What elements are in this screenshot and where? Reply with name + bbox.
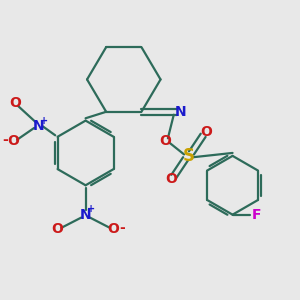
Text: O: O [52,222,64,236]
Text: +: + [87,204,95,214]
Text: O: O [8,134,20,148]
Text: O: O [9,96,21,110]
Text: O: O [200,125,212,140]
Text: N: N [80,208,92,222]
Text: S: S [182,147,194,165]
Text: O: O [159,134,171,148]
Text: O: O [108,222,119,236]
Text: F: F [252,208,261,222]
Text: -: - [2,133,8,147]
Text: N: N [174,105,186,119]
Text: +: + [40,116,49,126]
Text: N: N [33,119,44,134]
Text: -: - [119,221,124,235]
Text: O: O [165,172,177,186]
